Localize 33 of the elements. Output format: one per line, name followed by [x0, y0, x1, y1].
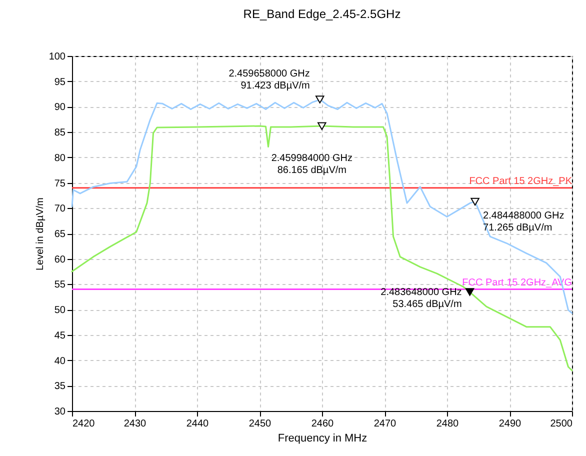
y-tick-label: 90 — [54, 102, 66, 114]
chart-title: RE_Band Edge_2.45-2.5GHz — [243, 7, 401, 21]
x-tick-label: 2460 — [311, 418, 334, 430]
x-tick-label: 2440 — [186, 418, 210, 430]
x-tick-label: 2430 — [124, 418, 147, 430]
y-tick-label: 80 — [54, 152, 66, 164]
annotation: 2.484488000 GHz 71.265 dBµV/m — [483, 210, 564, 234]
y-tick-label: 100 — [48, 52, 66, 62]
y-tick-label: 30 — [54, 406, 66, 418]
y-tick-label: 45 — [54, 330, 66, 342]
y-axis-title: Level in dBµV/m — [34, 197, 46, 271]
y-tick-label: 55 — [54, 280, 66, 291]
x-axis-title: Frequency in MHz — [278, 432, 368, 444]
annotation: 2.459658000 GHz 91.423 dBµV/m — [228, 68, 310, 92]
x-tick-label: 2420 — [72, 418, 96, 430]
x-tick-label: 2480 — [436, 418, 460, 430]
x-tick-label: 2490 — [498, 418, 522, 430]
y-tick-label: 75 — [54, 178, 66, 190]
x-tick-label: 2470 — [374, 418, 397, 430]
ref-line-label: FCC Part 15 2GHz_AVG — [462, 277, 572, 288]
y-tick-label: 35 — [54, 381, 66, 392]
x-tick-label: 2500 — [550, 418, 573, 430]
ref-line-label: FCC Part 15 2GHz_PK — [469, 176, 572, 187]
y-tick-label: 40 — [54, 356, 66, 367]
annotation: 2.483648000 GHz 53.465 dBµV/m — [380, 287, 462, 310]
y-tick-label: 65 — [54, 229, 66, 240]
y-tick-label: 50 — [54, 305, 66, 316]
y-tick-label: 85 — [54, 128, 66, 139]
x-tick-label: 2450 — [248, 418, 272, 430]
annotation: 2.459984000 GHz 86.165 dBµV/m — [271, 153, 352, 176]
y-tick-label: 70 — [54, 204, 66, 215]
y-tick-label: 60 — [54, 254, 66, 266]
y-tick-label: 95 — [54, 76, 66, 88]
